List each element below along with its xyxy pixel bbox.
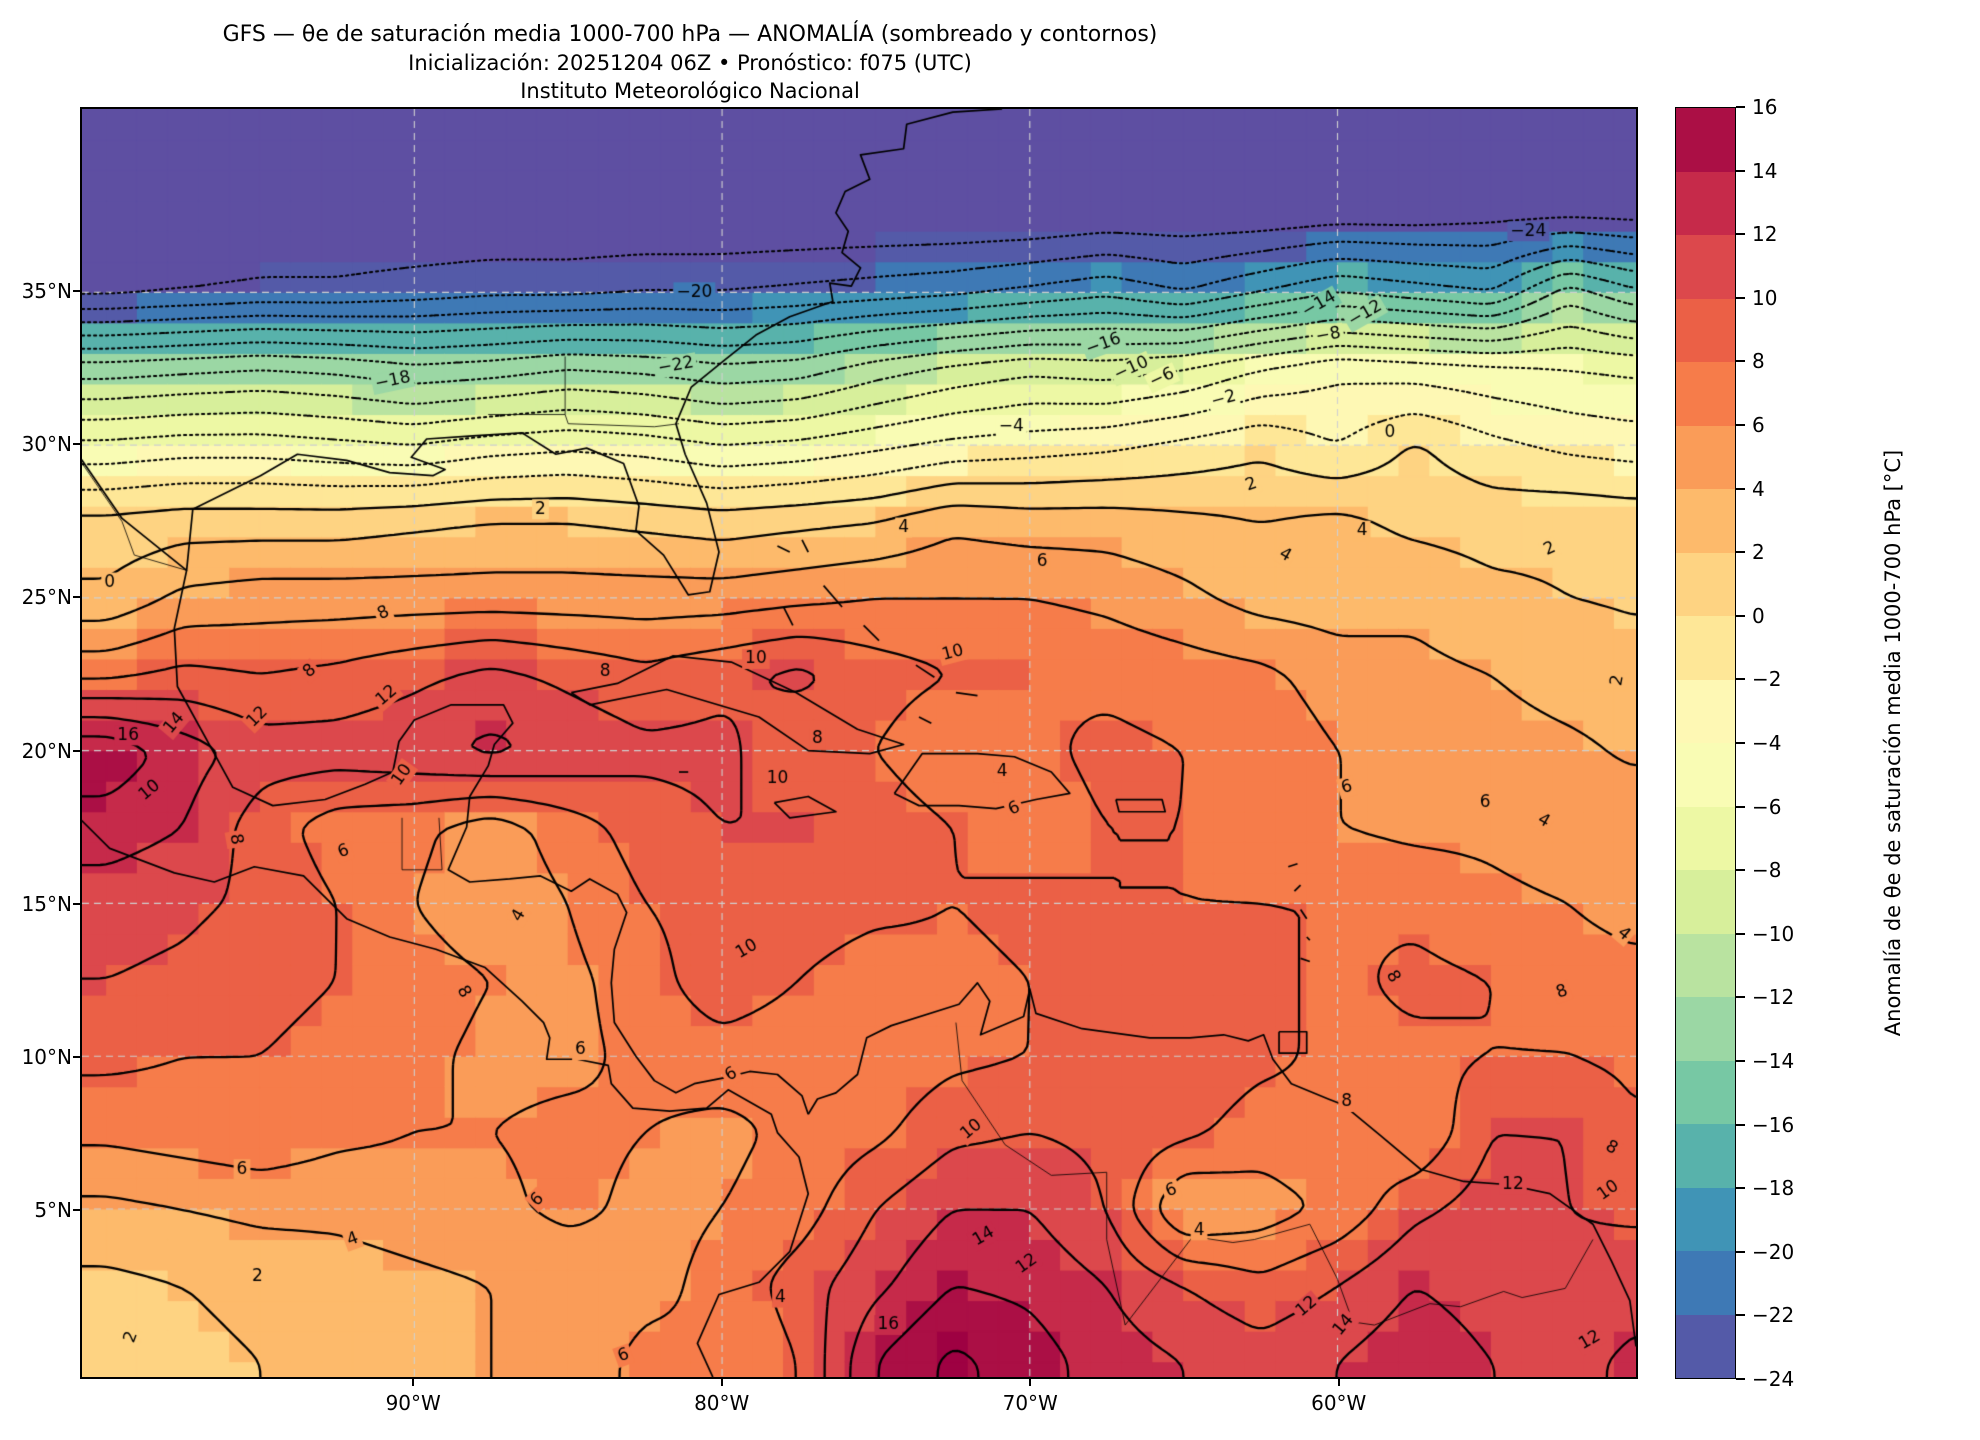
colorbar-segment <box>1676 743 1735 807</box>
colorbar-tick <box>1736 869 1745 872</box>
colorbar-tick <box>1736 1123 1745 1126</box>
colorbar-tick <box>1736 742 1745 744</box>
y-axis-tick <box>73 443 80 446</box>
colorbar-tick-label: −4 <box>1752 731 1782 755</box>
colorbar-tick-label: 2 <box>1752 540 1765 565</box>
map-canvas <box>82 109 1636 1377</box>
colorbar-segment <box>1676 806 1735 870</box>
colorbar-tick-label: 10 <box>1752 285 1778 310</box>
colorbar-segment <box>1676 235 1735 299</box>
colorbar-segment <box>1676 1251 1735 1315</box>
colorbar-tick-label: −22 <box>1752 1303 1795 1328</box>
x-axis-tick-label: 80°W <box>694 1391 750 1415</box>
colorbar-segment <box>1676 489 1735 553</box>
x-axis-tick-label: 60°W <box>1311 1391 1367 1415</box>
colorbar-tick-label: −20 <box>1752 1239 1795 1264</box>
colorbar-segment <box>1676 425 1735 489</box>
y-axis-tick <box>73 1209 80 1212</box>
colorbar-tick <box>1736 487 1745 490</box>
colorbar-tick-label: 14 <box>1752 158 1778 183</box>
colorbar-segment <box>1676 1187 1735 1251</box>
colorbar-tick <box>1736 1060 1745 1062</box>
x-axis-tick <box>1029 1379 1032 1386</box>
colorbar-axis-label: Anomalía de θe de saturación media 1000-… <box>1881 449 1905 1037</box>
colorbar-segment <box>1676 298 1735 362</box>
colorbar-segment <box>1676 933 1735 997</box>
colorbar <box>1675 107 1736 1379</box>
colorbar-tick <box>1736 106 1745 108</box>
colorbar-segment <box>1676 997 1735 1061</box>
map-frame <box>80 107 1638 1379</box>
y-axis-tick-label: 10°N <box>21 1045 72 1070</box>
colorbar-segment <box>1676 1314 1735 1378</box>
y-axis-tick <box>73 596 80 599</box>
colorbar-tick <box>1736 169 1745 172</box>
colorbar-tick <box>1736 360 1745 363</box>
colorbar-tick-label: −6 <box>1752 794 1782 819</box>
y-axis-tick-label: 15°N <box>21 891 72 916</box>
colorbar-segment <box>1676 171 1735 235</box>
colorbar-tick-label: −12 <box>1752 985 1795 1010</box>
colorbar-segment <box>1676 616 1735 680</box>
x-axis-tick-label: 70°W <box>1002 1391 1058 1415</box>
y-axis-tick <box>73 902 80 905</box>
colorbar-segment <box>1676 679 1735 743</box>
colorbar-segment <box>1676 362 1735 426</box>
colorbar-tick-label: −24 <box>1752 1367 1795 1391</box>
colorbar-tick <box>1736 805 1745 808</box>
colorbar-tick-label: −14 <box>1752 1049 1795 1073</box>
y-axis-tick-label: 30°N <box>21 432 72 457</box>
x-axis-tick <box>720 1379 723 1386</box>
colorbar-tick-label: 12 <box>1752 222 1778 247</box>
colorbar-tick-label: 0 <box>1752 603 1765 628</box>
colorbar-tick-label: 6 <box>1752 413 1765 437</box>
y-axis-tick-label: 25°N <box>21 585 72 610</box>
colorbar-segment <box>1676 1060 1735 1124</box>
y-axis-tick-label: 35°N <box>21 278 72 303</box>
colorbar-tick <box>1736 932 1745 935</box>
colorbar-tick <box>1736 551 1745 554</box>
colorbar-tick <box>1736 996 1745 999</box>
colorbar-segment <box>1676 108 1735 172</box>
y-axis-tick <box>73 1056 80 1059</box>
colorbar-tick-label: −2 <box>1752 667 1782 692</box>
colorbar-tick <box>1736 1314 1745 1317</box>
colorbar-tick <box>1736 1187 1745 1190</box>
colorbar-segment <box>1676 1124 1735 1188</box>
colorbar-tick-label: −18 <box>1752 1176 1795 1201</box>
x-axis-tick <box>1337 1379 1340 1386</box>
colorbar-tick-label: −16 <box>1752 1112 1795 1137</box>
y-axis-tick <box>73 289 80 292</box>
colorbar-tick <box>1736 424 1745 426</box>
colorbar-tick-label: −10 <box>1752 921 1795 946</box>
x-axis-tick-label: 90°W <box>385 1391 441 1415</box>
institution-line: Instituto Meteorológico Nacional <box>520 79 860 103</box>
colorbar-tick <box>1736 1250 1745 1253</box>
x-axis-tick <box>412 1379 415 1386</box>
colorbar-tick <box>1736 614 1745 617</box>
colorbar-segment <box>1676 870 1735 934</box>
page-title: GFS — θe de saturación media 1000-700 hP… <box>222 22 1158 47</box>
colorbar-tick-label: 16 <box>1752 95 1778 119</box>
colorbar-tick-label: −8 <box>1752 858 1782 883</box>
colorbar-segment <box>1676 552 1735 616</box>
colorbar-tick <box>1736 678 1745 681</box>
colorbar-tick <box>1736 233 1745 236</box>
colorbar-tick <box>1736 1378 1745 1380</box>
y-axis-tick <box>73 749 80 752</box>
colorbar-tick <box>1736 296 1745 299</box>
colorbar-tick-label: 4 <box>1752 476 1765 501</box>
page-subtitle: Inicialización: 20251204 06Z • Pronóstic… <box>408 51 972 75</box>
colorbar-tick-label: 8 <box>1752 349 1765 374</box>
y-axis-tick-label: 5°N <box>34 1198 72 1223</box>
y-axis-tick-label: 20°N <box>21 738 72 763</box>
